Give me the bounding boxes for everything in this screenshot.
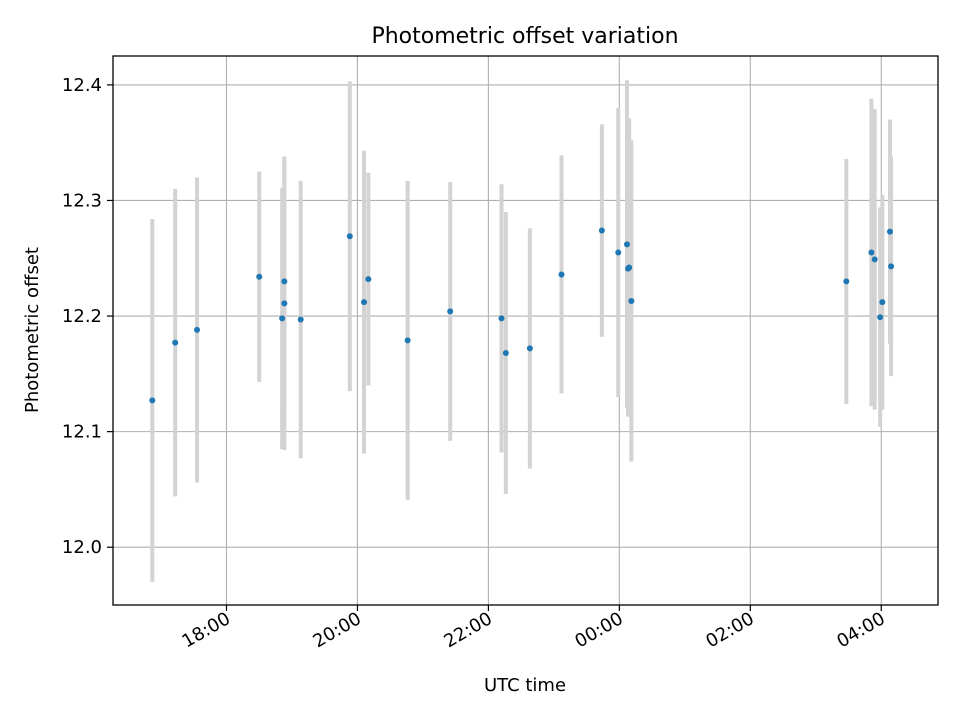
data-point — [843, 278, 850, 285]
data-point — [868, 249, 875, 256]
tick-layer: 12.0 12.1 12.2 12.3 12.4 18:00 20:00 22:00 00:00… — [62, 75, 889, 652]
x-tick-label: 22:00 — [440, 608, 495, 652]
data-point — [598, 227, 605, 234]
x-tick-label: 04:00 — [833, 608, 888, 652]
data-point — [194, 326, 201, 333]
y-tick-label: 12.3 — [62, 190, 102, 211]
x-tick-label: 18:00 — [179, 608, 234, 652]
data-point — [346, 233, 353, 240]
data-point — [628, 298, 635, 305]
data-point — [447, 308, 454, 315]
y-tick-label: 12.1 — [62, 422, 102, 443]
y-tick-label: 12.4 — [62, 75, 102, 96]
data-point — [365, 276, 372, 283]
data-point — [149, 397, 156, 404]
data-point — [877, 314, 884, 321]
data-point — [404, 337, 411, 344]
x-axis-title: UTC time — [484, 675, 566, 696]
data-point — [498, 315, 505, 322]
data-point — [615, 249, 622, 256]
data-point — [360, 299, 367, 306]
x-tick-label: 20:00 — [310, 608, 365, 652]
data-point — [297, 316, 304, 323]
data-point — [526, 345, 533, 352]
x-tick-label: 02:00 — [702, 608, 757, 652]
data-point — [558, 271, 565, 278]
data-point — [281, 278, 288, 285]
data-point — [879, 299, 886, 306]
data-point — [886, 228, 893, 235]
data-point — [888, 263, 895, 270]
y-tick-label: 12.0 — [62, 537, 102, 558]
data-point — [871, 256, 878, 263]
data-point — [626, 264, 633, 271]
data-point — [502, 350, 509, 357]
chart-title: Photometric offset variation — [371, 24, 678, 49]
y-axis-title: Photometric offset — [22, 247, 43, 413]
y-tick-label: 12.2 — [62, 306, 102, 327]
plot-frame — [112, 55, 939, 606]
data-point — [256, 273, 263, 280]
data-point — [623, 241, 630, 248]
data-point — [279, 315, 286, 322]
point-layer — [149, 227, 895, 404]
x-tick-label: 00:00 — [571, 608, 626, 652]
grid-layer — [113, 56, 938, 605]
data-point — [281, 300, 288, 307]
data-point — [172, 339, 179, 346]
errorbar-layer — [150, 80, 894, 582]
